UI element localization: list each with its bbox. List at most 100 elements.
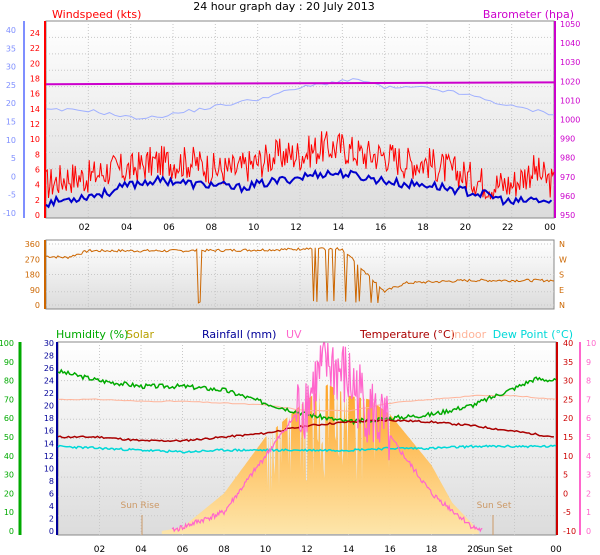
- humidity-axis-tick: 40: [4, 452, 14, 461]
- wind-axis-tick: 10: [30, 135, 40, 144]
- barometer-label: Barometer (hpa): [483, 8, 574, 21]
- barometer-axis: 1050 1040 1030 1020 1010 1000 990 980 970 960 950: [560, 20, 580, 220]
- multi-x-axis: 02 04 06 08 10 12 14 16 18 20 00: [94, 545, 562, 555]
- rainfall-axis-tick: 8: [49, 477, 54, 486]
- humidity-axis-tick: 70: [4, 395, 14, 404]
- hour-label: 00: [544, 223, 556, 233]
- hour-label: 02: [94, 545, 105, 555]
- direction-grid: [46, 240, 554, 309]
- temperature-axis-tick: -10: [563, 527, 576, 536]
- wind-axis-tick: 14: [30, 105, 40, 114]
- direction-axis: 360 270 180 90 0: [25, 240, 40, 310]
- temperature-axis-tick: 30: [563, 377, 573, 386]
- indoor-label: Indoor: [451, 328, 487, 341]
- temperature-axis-tick: 15: [563, 433, 573, 442]
- compass-axis-tick: N: [559, 301, 565, 310]
- wind-axis-tick: 18: [30, 75, 40, 84]
- uv-label: UV: [286, 328, 302, 341]
- humidity-axis-tick: 100: [0, 339, 14, 348]
- rainfall-axis-tick: 6: [49, 489, 54, 498]
- barometer-line: [45, 81, 555, 86]
- rainfall-axis-tick: 22: [44, 389, 54, 398]
- uv-axis-tick: 8: [586, 377, 591, 386]
- wind-outer-axis-tick: 35: [6, 44, 16, 53]
- wind-outer-axis-tick: -10: [3, 209, 16, 218]
- wind-axis-tick: 0: [35, 211, 40, 220]
- barometer-axis-tick: 1020: [560, 77, 580, 86]
- hour-label: 20: [460, 223, 472, 233]
- compass-axis-tick: E: [559, 286, 564, 295]
- wind-axis-tick: 24: [30, 29, 40, 38]
- barometer-axis-tick: 960: [560, 192, 575, 201]
- uv-axis-tick: 0: [586, 527, 591, 536]
- temperature-line: [57, 418, 554, 443]
- uv-axis-tick: 10: [586, 339, 596, 348]
- temperature-axis-tick: 20: [563, 414, 573, 423]
- hour-label: 08: [218, 545, 230, 555]
- compass-axis-tick: S: [559, 271, 564, 280]
- hour-label: 12: [301, 545, 312, 555]
- temperature-axis-tick: 25: [563, 395, 573, 404]
- wind-outer-axis-tick: 20: [6, 99, 16, 108]
- hour-label: 04: [121, 223, 133, 233]
- hour-label: 06: [177, 545, 189, 555]
- rainfall-label: Rainfall (mm): [202, 328, 276, 341]
- dewpoint-label: Dew Point (°C): [493, 328, 573, 341]
- humidity-axis-tick: 0: [9, 527, 14, 536]
- hour-label: 12: [290, 223, 301, 233]
- rainfall-axis-tick: 10: [44, 464, 54, 473]
- wind-outer-axis-tick: 10: [6, 136, 16, 145]
- dewpoint-line: [57, 444, 557, 454]
- hour-label: 14: [333, 223, 345, 233]
- solar-label: Solar: [126, 328, 155, 341]
- hour-label: 18: [426, 545, 438, 555]
- rainfall-axis-tick: 4: [49, 502, 54, 511]
- rainfall-axis-tick: 14: [44, 439, 54, 448]
- uv-axis-tick: 6: [586, 414, 591, 423]
- rainfall-axis-tick: 2: [49, 514, 54, 523]
- wind-outer-axis-tick: 25: [6, 81, 16, 90]
- average-wind-line: [45, 167, 553, 209]
- rainfall-axis-tick: 20: [44, 402, 54, 411]
- humidity-label: Humidity (%): [56, 328, 128, 341]
- wind-outer-axis-tick: 40: [6, 26, 16, 35]
- temperature-axis-tick: 10: [563, 452, 573, 461]
- hour-label: 16: [375, 223, 387, 233]
- rainfall-axis-tick: 30: [44, 339, 54, 348]
- humidity-axis-tick: 50: [4, 433, 14, 442]
- barometer-axis-tick: 1000: [560, 116, 580, 125]
- barometer-axis-tick: 1010: [560, 96, 580, 105]
- hour-label: 08: [206, 223, 218, 233]
- uv-axis-tick: 4: [586, 452, 591, 461]
- compass-axis-tick: W: [559, 255, 567, 264]
- windspeed-label: Windspeed (kts): [52, 8, 141, 21]
- barometer-axis-tick: 1050: [560, 20, 580, 29]
- hour-label: 14: [343, 545, 355, 555]
- uv-line: [171, 342, 483, 533]
- wind-outer-axis-tick: 0: [11, 172, 16, 181]
- wind-outer-axis-tick: 15: [6, 118, 16, 127]
- humidity-axis-tick: 60: [4, 414, 14, 423]
- direction-axis-tick: 90: [30, 286, 40, 295]
- hour-label: 02: [79, 223, 90, 233]
- uv-axis-tick: 2: [586, 489, 591, 498]
- wind-axis-tick: 22: [30, 44, 40, 53]
- wind-axis-tick: 20: [30, 59, 40, 68]
- compass-axis-tick: N: [559, 240, 565, 249]
- windspeed-line: [45, 131, 555, 200]
- humidity-axis-tick: 30: [4, 471, 14, 480]
- uv-axis-tick: 5: [586, 433, 591, 442]
- direction-axis-tick: 360: [25, 240, 40, 249]
- wind-outer-axis-tick: 5: [11, 154, 16, 163]
- uv-axis-tick: 3: [586, 471, 591, 480]
- wind-outer-axis-tick: 30: [6, 63, 16, 72]
- wind-axis-tick: 12: [30, 120, 40, 129]
- uv-axis-tick: 9: [586, 358, 591, 367]
- direction-axis-tick: 180: [25, 271, 40, 280]
- wind-x-axis: 02 04 06 08 10 12 14 16 18 20 22 00: [79, 223, 556, 233]
